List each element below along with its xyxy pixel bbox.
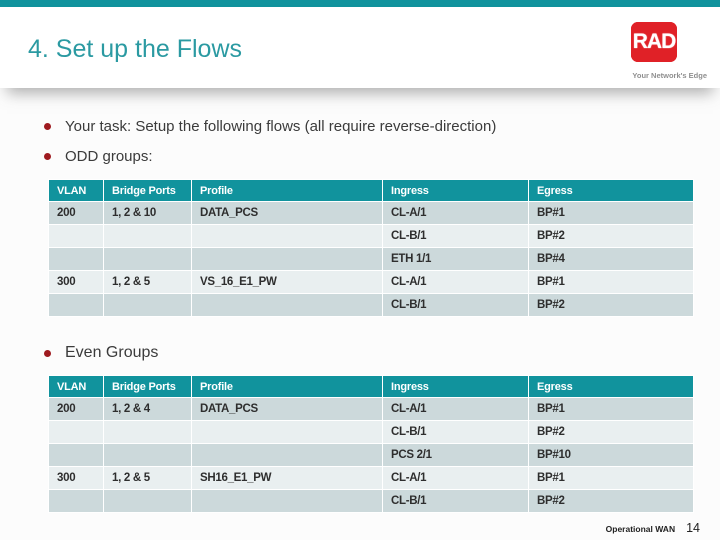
table-cell: DATA_PCS (191, 397, 383, 421)
table-cell: BP#10 (528, 443, 694, 467)
header-cell: Ingress (382, 375, 529, 398)
table-header-row: VLAN Bridge Ports Profile Ingress Egress (48, 375, 694, 398)
bullet-even-groups: Even Groups (44, 344, 158, 362)
table-cell (48, 293, 104, 317)
header-cell: Ingress (382, 179, 529, 202)
header-cell: Egress (528, 375, 694, 398)
bullet-even-text: Even Groups (65, 344, 159, 361)
table-cell (48, 247, 104, 271)
even-groups-table-body: 200 1, 2 & 4 DATA_PCS CL-A/1 BP#1 CL-B/1 BP#2 P… (48, 397, 694, 513)
table-cell: 1, 2 & 10 (103, 201, 192, 225)
bullet-icon (44, 153, 51, 160)
table-cell: BP#1 (528, 397, 694, 421)
table-cell (191, 293, 383, 317)
header-cell: VLAN (48, 179, 104, 202)
table-cell: 300 (48, 466, 104, 490)
header-cell: Profile (191, 375, 383, 398)
odd-groups-table-body: 200 1, 2 & 10 DATA_PCS CL-A/1 BP#1 CL-B/1 BP#2… (48, 201, 694, 317)
table-cell: 200 (48, 397, 104, 421)
top-accent-bar (0, 0, 720, 7)
table-cell (191, 443, 383, 467)
table-cell: BP#1 (528, 466, 694, 490)
logo-tagline: Your Network's Edge (632, 71, 707, 80)
table-cell: 1, 2 & 4 (103, 397, 192, 421)
table-cell: CL-A/1 (382, 466, 529, 490)
table-cell: 1, 2 & 5 (103, 270, 192, 294)
table-cell: CL-B/1 (382, 489, 529, 513)
header-cell: Bridge Ports (103, 375, 192, 398)
table-cell (103, 247, 192, 271)
table-row: 300 1, 2 & 5 SH16_E1_PW CL-A/1 BP#1 (48, 466, 694, 490)
slide-header: 4. Set up the Flows RAD Your Network's E… (0, 7, 720, 88)
table-cell (191, 247, 383, 271)
header-cell: Bridge Ports (103, 179, 192, 202)
rad-logo-text: RAD (632, 30, 676, 53)
table-cell: 1, 2 & 5 (103, 466, 192, 490)
footer-label: Operational WAN (605, 524, 676, 534)
bullet-icon (44, 123, 51, 130)
table-cell: PCS 2/1 (382, 443, 529, 467)
slide-footer: Operational WAN 14 (606, 521, 700, 535)
table-cell: BP#1 (528, 270, 694, 294)
even-groups-table: VLAN Bridge Ports Profile Ingress Egress 200… (48, 375, 694, 513)
page-title: 4. Set up the Flows (28, 35, 243, 63)
table-cell: CL-B/1 (382, 293, 529, 317)
rad-logo: RAD (631, 22, 677, 62)
table-row: CL-B/1 BP#2 (48, 293, 694, 317)
table-cell: CL-B/1 (382, 420, 529, 444)
table-cell: CL-A/1 (382, 201, 529, 225)
table-row: ETH 1/1 BP#4 (48, 247, 694, 271)
table-row: CL-B/1 BP#2 (48, 489, 694, 513)
table-cell: BP#2 (528, 293, 694, 317)
table-cell (103, 224, 192, 248)
table-cell (48, 224, 104, 248)
table-cell (48, 443, 104, 467)
table-row: PCS 2/1 BP#10 (48, 443, 694, 467)
table-row: 200 1, 2 & 10 DATA_PCS CL-A/1 BP#1 (48, 201, 694, 225)
bullet-odd-text: ODD groups: (65, 148, 153, 165)
page-number: 14 (686, 521, 700, 535)
table-cell (103, 443, 192, 467)
table-cell (191, 224, 383, 248)
table-cell (103, 489, 192, 513)
table-cell: CL-A/1 (382, 270, 529, 294)
bullet-odd-groups: ODD groups: (44, 148, 153, 165)
table-cell (103, 293, 192, 317)
table-cell: CL-B/1 (382, 224, 529, 248)
table-row: CL-B/1 BP#2 (48, 224, 694, 248)
table-cell (103, 420, 192, 444)
header-cell: Egress (528, 179, 694, 202)
table-cell (48, 420, 104, 444)
table-cell: 200 (48, 201, 104, 225)
table-cell (191, 420, 383, 444)
table-cell: BP#1 (528, 201, 694, 225)
bullet-task: Your task: Setup the following flows (al… (44, 118, 496, 135)
table-row: CL-B/1 BP#2 (48, 420, 694, 444)
table-header-row: VLAN Bridge Ports Profile Ingress Egress (48, 179, 694, 202)
table-cell: BP#2 (528, 420, 694, 444)
header-cell: Profile (191, 179, 383, 202)
table-cell: SH16_E1_PW (191, 466, 383, 490)
table-cell: BP#2 (528, 489, 694, 513)
bullet-task-text: Your task: Setup the following flows (al… (65, 118, 497, 135)
odd-groups-table: VLAN Bridge Ports Profile Ingress Egress 200… (48, 179, 694, 317)
table-cell: BP#2 (528, 224, 694, 248)
table-cell (48, 489, 104, 513)
table-cell (191, 489, 383, 513)
table-row: 300 1, 2 & 5 VS_16_E1_PW CL-A/1 BP#1 (48, 270, 694, 294)
table-cell: 300 (48, 270, 104, 294)
table-cell: VS_16_E1_PW (191, 270, 383, 294)
bullet-icon (44, 349, 51, 357)
table-cell: ETH 1/1 (382, 247, 529, 271)
table-cell: CL-A/1 (382, 397, 529, 421)
table-row: 200 1, 2 & 4 DATA_PCS CL-A/1 BP#1 (48, 397, 694, 421)
header-cell: VLAN (48, 375, 104, 398)
table-cell: DATA_PCS (191, 201, 383, 225)
table-cell: BP#4 (528, 247, 694, 271)
